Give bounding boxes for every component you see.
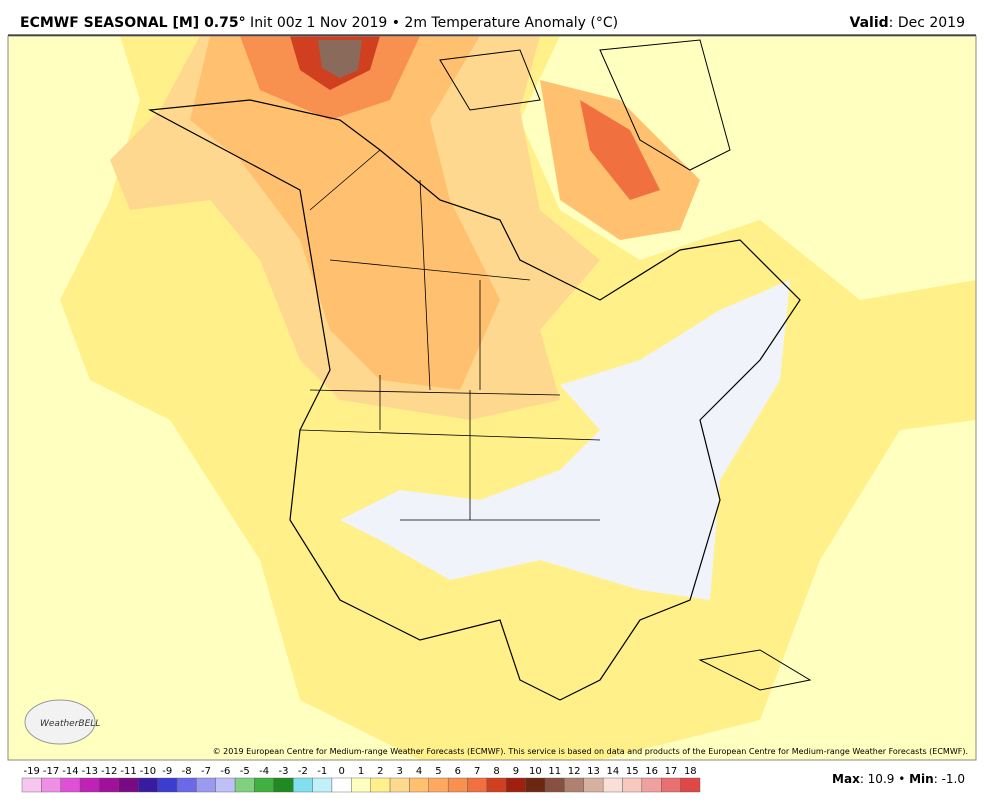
colorbar-label: 2: [377, 766, 383, 777]
colorbar-swatch: [351, 777, 371, 793]
colorbar-swatch: [254, 777, 275, 793]
colorbar-swatch: [331, 777, 352, 793]
colorbar-swatch: [21, 777, 42, 793]
colorbar-label: 13: [587, 766, 600, 777]
title: ECMWF SEASONAL [M] 0.75° Init 00z 1 Nov …: [20, 15, 618, 31]
colorbar-swatch: [138, 777, 158, 793]
colorbar-swatch: [467, 777, 488, 793]
min-label: Min: [909, 772, 934, 786]
colorbar-swatch: [370, 777, 391, 793]
colorbar-label: 11: [548, 766, 561, 777]
colorbar-label: -2: [298, 766, 308, 777]
colorbar-swatch: [293, 777, 313, 793]
colorbar-swatch: [447, 777, 468, 793]
colorbar-label: -10: [140, 766, 156, 777]
colorbar-swatch: [544, 777, 565, 793]
colorbar-label: 10: [529, 766, 542, 777]
colorbar-swatch: [680, 777, 701, 793]
islands: [439, 39, 812, 691]
colorbar-swatch: [389, 777, 410, 793]
colorbar-swatch: [409, 777, 429, 793]
colorbar-swatch: [641, 777, 662, 793]
colorbar-label: 1: [358, 766, 364, 777]
colorbar-swatch: [79, 777, 100, 793]
colorbar-label: -1: [317, 766, 327, 777]
colorbar-label: 7: [474, 766, 480, 777]
colorbar-label: 18: [684, 766, 697, 777]
colorbar-swatch: [99, 777, 120, 793]
valid-value: : Dec 2019: [889, 15, 965, 31]
colorbar-swatch: [234, 777, 255, 793]
min-value: : -1.0: [934, 772, 965, 786]
anomaly-6: [580, 100, 660, 200]
map-frame: [7, 35, 977, 761]
colorbar-swatch: [564, 777, 584, 793]
colorbar-label: 3: [397, 766, 403, 777]
colorbar-swatch: [215, 777, 236, 793]
colorbar-swatch: [41, 777, 61, 793]
colorbar-swatch: [273, 777, 294, 793]
colorbar-label: 14: [606, 766, 619, 777]
colorbar-swatch: [157, 777, 178, 793]
colorbar-label: -11: [120, 766, 136, 777]
max-value: : 10.9 •: [860, 772, 909, 786]
colorbar-label: -13: [82, 766, 98, 777]
anomaly-8: [318, 40, 362, 78]
stats: Max: 10.9 • Min: -1.0: [832, 772, 965, 786]
map: WeatherBELL © 2019 European Centre for M…: [8, 36, 976, 760]
colorbar-swatch: [583, 777, 604, 793]
colorbar-swatch: [196, 777, 216, 793]
colorbar-label: 0: [338, 766, 344, 777]
valid: Valid: Dec 2019: [850, 15, 965, 31]
colorbar-label: -8: [182, 766, 192, 777]
colorbar-label: 17: [665, 766, 678, 777]
coastline: [147, 99, 801, 701]
logo-badge: [24, 699, 96, 745]
colorbar-label: 6: [455, 766, 461, 777]
colorbar-swatch: [60, 777, 81, 793]
colorbar-swatch: [525, 777, 546, 793]
valid-label: Valid: [850, 15, 889, 31]
max-label: Max: [832, 772, 860, 786]
colorbar-label: 12: [568, 766, 581, 777]
colorbar-label: -9: [162, 766, 172, 777]
anomaly-3: [190, 36, 500, 390]
colorbar-label: -12: [101, 766, 117, 777]
colorbar-label: -17: [43, 766, 59, 777]
title-bold: ECMWF SEASONAL [M] 0.75°: [20, 15, 246, 31]
colorbar-swatch: [312, 777, 333, 793]
colorbar-label: 5: [435, 766, 441, 777]
colorbar-swatch: [428, 777, 449, 793]
colorbar-label: 15: [626, 766, 639, 777]
colorbar-label: 4: [416, 766, 422, 777]
colorbar: -19 -17 -14 -13 -12 -11 -10 -9 -8 -7 -6 -5 -4 -3 -2 -1 0…: [21, 766, 701, 793]
colorbar-label: -19: [24, 766, 40, 777]
colorbar-swatch: [486, 777, 507, 793]
colorbar-label: -3: [279, 766, 289, 777]
colorbar-label: 8: [493, 766, 499, 777]
borders: [299, 149, 601, 521]
logo-text: WeatherBELL: [40, 719, 100, 729]
colorbar-swatch: [622, 777, 643, 793]
copyright: © 2019 European Centre for Medium-range …: [213, 747, 968, 756]
colorbar-label: -7: [201, 766, 211, 777]
colorbar-label: -4: [259, 766, 269, 777]
colorbar-swatch: [506, 777, 526, 793]
colorbar-label: -14: [62, 766, 78, 777]
colorbar-label: -5: [240, 766, 250, 777]
title-rest: Init 00z 1 Nov 2019 • 2m Temperature Ano…: [246, 15, 619, 31]
colorbar-swatch: [176, 777, 197, 793]
colorbar-label: 9: [513, 766, 519, 777]
colorbar-label: -6: [220, 766, 230, 777]
colorbar-swatch: [602, 777, 623, 793]
colorbar-swatch: [661, 777, 681, 793]
colorbar-label: 16: [645, 766, 658, 777]
colorbar-swatch: [118, 777, 139, 793]
